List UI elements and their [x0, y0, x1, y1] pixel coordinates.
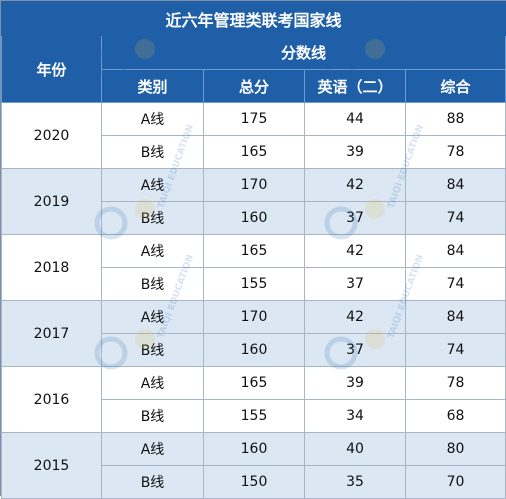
- table-title: 近六年管理类联考国家线: [0, 1, 506, 36]
- total-score-cell: 160: [203, 432, 305, 466]
- total-score-cell: 175: [203, 102, 305, 136]
- total-score-cell: 165: [203, 366, 305, 400]
- table-row: 2020 A线 175 44 88: [1, 102, 506, 169]
- comprehensive-score-cell: 74: [404, 201, 506, 235]
- comprehensive-score-cell: 74: [404, 333, 506, 367]
- category-cell: A线: [101, 168, 204, 202]
- english-score-cell: 37: [304, 267, 406, 301]
- table-row: B线 160 37 74: [2, 333, 506, 367]
- english-score-cell: 34: [304, 399, 406, 433]
- category-cell: A线: [101, 366, 204, 400]
- comprehensive-score-cell: 78: [404, 135, 506, 169]
- english-score-cell: 37: [304, 201, 406, 235]
- year-cell: 2018: [1, 234, 102, 301]
- category-cell: A线: [101, 234, 204, 268]
- english-score-cell: 40: [304, 432, 406, 466]
- total-score-cell: 155: [203, 399, 305, 433]
- column-header-english: 英语（二）: [304, 69, 406, 103]
- column-header-category: 类别: [101, 69, 204, 103]
- column-header-total: 总分: [203, 69, 305, 103]
- english-score-cell: 42: [304, 300, 406, 334]
- comprehensive-score-cell: 88: [404, 102, 506, 136]
- year-cell: 2016: [1, 366, 102, 433]
- year-cell: 2017: [1, 300, 102, 367]
- year-cell: 2015: [1, 432, 102, 499]
- table-row: B线 160 37 74: [2, 201, 506, 235]
- score-group-header: 分数线: [100, 35, 506, 70]
- english-score-cell: 35: [304, 465, 406, 499]
- total-score-cell: 165: [203, 135, 305, 169]
- column-header-comprehensive: 综合: [404, 69, 506, 103]
- comprehensive-score-cell: 74: [404, 267, 506, 301]
- table-row: B线 150 35 70: [2, 465, 506, 499]
- english-score-cell: 44: [304, 102, 406, 136]
- category-cell: A线: [101, 102, 204, 136]
- english-score-cell: 39: [304, 135, 406, 169]
- year-cell: 2020: [1, 102, 102, 169]
- total-score-cell: 155: [203, 267, 305, 301]
- year-cell: 2019: [1, 168, 102, 235]
- english-score-cell: 42: [304, 168, 406, 202]
- category-cell: A线: [101, 432, 204, 466]
- year-column-header: 年份: [1, 35, 102, 103]
- comprehensive-score-cell: 68: [404, 399, 506, 433]
- table-row: 2016 A线 165 39 78: [1, 366, 506, 433]
- comprehensive-score-cell: 78: [404, 366, 506, 400]
- category-cell: B线: [101, 267, 204, 301]
- category-cell: B线: [101, 135, 204, 169]
- comprehensive-score-cell: 84: [404, 168, 506, 202]
- comprehensive-score-cell: 84: [404, 300, 506, 334]
- total-score-cell: 160: [203, 201, 305, 235]
- comprehensive-score-cell: 84: [404, 234, 506, 268]
- total-score-cell: 150: [203, 465, 305, 499]
- table-row: B线 155 34 68: [2, 399, 506, 433]
- english-score-cell: 42: [304, 234, 406, 268]
- category-cell: B线: [101, 333, 204, 367]
- english-score-cell: 39: [304, 366, 406, 400]
- comprehensive-score-cell: 80: [404, 432, 506, 466]
- table-row: 2019 A线 170 42 84: [1, 168, 506, 235]
- table-row: B线 155 37 74: [2, 267, 506, 301]
- english-score-cell: 37: [304, 333, 406, 367]
- total-score-cell: 170: [203, 168, 305, 202]
- category-cell: B线: [101, 201, 204, 235]
- total-score-cell: 165: [203, 234, 305, 268]
- category-cell: B线: [101, 465, 204, 499]
- comprehensive-score-cell: 70: [404, 465, 506, 499]
- title-row: 近六年管理类联考国家线: [0, 1, 506, 36]
- category-cell: B线: [101, 399, 204, 433]
- total-score-cell: 160: [203, 333, 305, 367]
- total-score-cell: 170: [203, 300, 305, 334]
- table-row: B线 165 39 78: [2, 135, 506, 169]
- table-body: 2020 A线 175 44 88 B线 165 39 78 2019 A线 170 42 84 B线 160…: [1, 102, 506, 499]
- category-cell: A线: [101, 300, 204, 334]
- table-row: 2015 A线 160 40 80: [1, 432, 506, 499]
- table-row: 2018 A线 165 42 84: [1, 234, 506, 301]
- table-row: 2017 A线 170 42 84: [1, 300, 506, 367]
- header-row-columns: 类别 总分 英语（二） 综合: [2, 69, 506, 103]
- header-row-top: 年份 分数线: [1, 35, 506, 103]
